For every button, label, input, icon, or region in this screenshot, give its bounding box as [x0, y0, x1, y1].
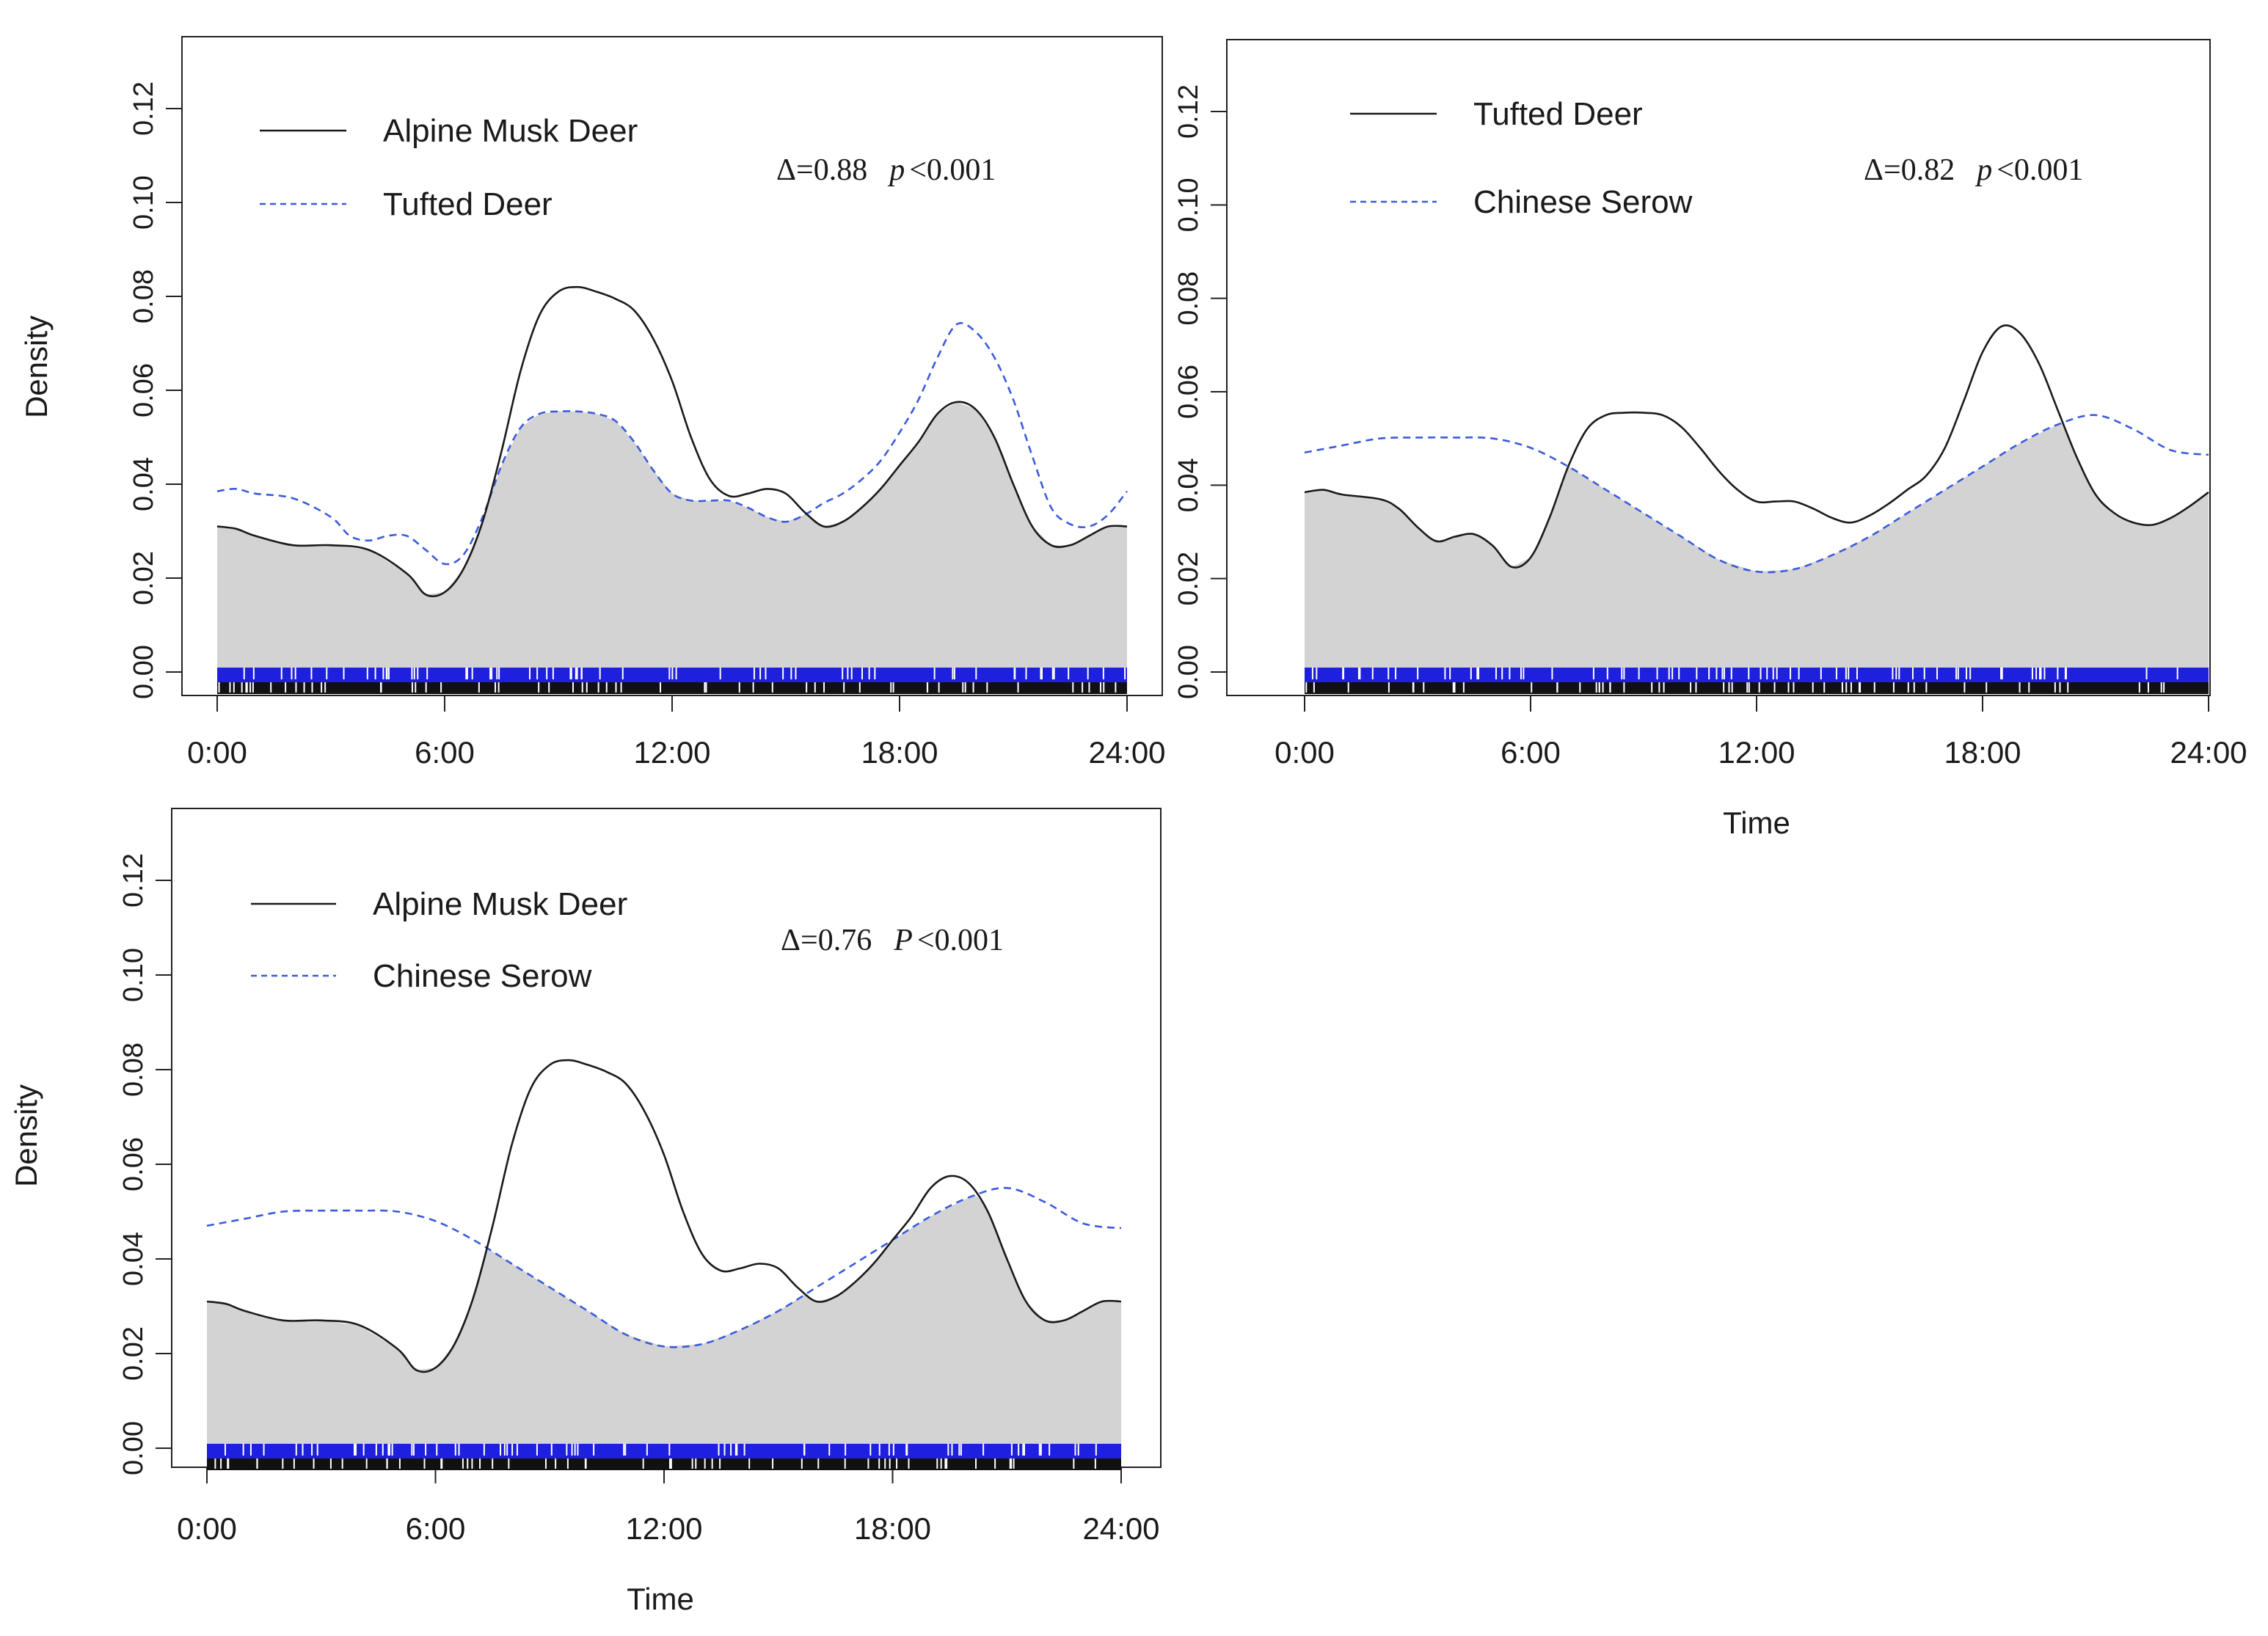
legend: Alpine Musk Deer Tufted Deer — [260, 113, 638, 222]
x-tick-label: 18:00 — [854, 1511, 931, 1546]
x-tick-label: 24:00 — [1088, 735, 1165, 770]
y-tick-label: 0.06 — [128, 363, 159, 417]
y-tick-label: 0.04 — [1173, 458, 1204, 512]
y-tick-label: 0.02 — [1173, 552, 1204, 606]
legend-label: Tufted Deer — [1473, 96, 1643, 132]
series-line-alpine-musk-deer — [216, 285, 1128, 598]
rug-series-2 — [217, 668, 1127, 682]
rug-series-1 — [207, 1458, 1121, 1470]
x-tick-label: 6:00 — [406, 1511, 466, 1546]
chart-panel-bottom-left: 0.00 0.02 0.04 0.06 0.08 0.10 0.12 0:00 6:00 12:0… — [9, 808, 1162, 1616]
legend: Alpine Musk Deer Chinese Serow — [251, 886, 627, 994]
x-tick-label: 24:00 — [1082, 1511, 1159, 1546]
rug-series-2 — [1305, 668, 2209, 682]
x-tick-label: 18:00 — [1944, 735, 2021, 770]
y-tick-label: 0.12 — [128, 81, 159, 136]
series-line-tufted-deer — [216, 322, 1128, 566]
y-tick-label: 0.08 — [118, 1042, 149, 1097]
rug-series-2 — [207, 1444, 1121, 1458]
overlap-area — [217, 402, 1127, 672]
y-tick-label: 0.02 — [128, 551, 159, 605]
x-axis-label: Time — [627, 1582, 694, 1616]
x-tick-label: 12:00 — [625, 1511, 702, 1546]
x-tick-label: 0:00 — [1275, 735, 1335, 770]
overlap-statistic: Δ=0.88 p <0.001 — [776, 153, 996, 187]
y-tick-label: 0.00 — [128, 645, 159, 699]
y-tick-label: 0.02 — [118, 1326, 149, 1381]
y-tick-label: 0.08 — [128, 269, 159, 324]
rug-band — [1305, 682, 2209, 694]
series-line-tufted-deer — [1304, 324, 2209, 569]
rug-band — [207, 1444, 1121, 1458]
chart-panel-top-right: 0.00 0.02 0.04 0.06 0.08 0.10 0.12 0:00 6:00 12:0… — [1173, 39, 2247, 840]
x-tick-label: 18:00 — [861, 735, 938, 770]
y-axis-label: Density — [19, 315, 54, 418]
chart-panel-top-left: 0.00 0.02 0.04 0.06 0.08 0.10 0.12 0:00 6:00 12:0… — [19, 36, 1166, 770]
p-label: P — [893, 924, 913, 957]
rug-band — [217, 682, 1127, 694]
overlap-statistic: Δ=0.76 P <0.001 — [781, 924, 1004, 957]
x-tick-label: 6:00 — [1501, 735, 1561, 770]
series-line-chinese-serow — [1304, 414, 2209, 574]
x-tick-label: 0:00 — [177, 1511, 237, 1546]
delta-value: Δ=0.76 — [781, 924, 872, 957]
y-tick-label: 0.00 — [1173, 645, 1204, 699]
x-tick-label: 12:00 — [633, 735, 710, 770]
y-tick-label: 0.12 — [1173, 84, 1204, 139]
y-tick-label: 0.10 — [1173, 178, 1204, 232]
x-tick-label: 24:00 — [2170, 735, 2247, 770]
rug-band — [207, 1458, 1121, 1470]
overlap-statistic: Δ=0.82 p <0.001 — [1864, 153, 2083, 187]
y-axis-label: Density — [9, 1084, 43, 1187]
rug-series-1 — [1305, 682, 2209, 694]
y-tick-label: 0.12 — [118, 853, 149, 908]
y-tick-label: 0.04 — [128, 457, 159, 511]
y-tick-label: 0.06 — [118, 1137, 149, 1191]
legend-label: Alpine Musk Deer — [373, 886, 627, 922]
overlap-area — [1305, 423, 2209, 672]
x-tick-label: 0:00 — [187, 735, 247, 770]
y-tick-label: 0.06 — [1173, 365, 1204, 419]
x-tick-label: 12:00 — [1718, 735, 1795, 770]
p-value: <0.001 — [909, 153, 996, 187]
p-label: p — [1975, 153, 1992, 187]
delta-value: Δ=0.82 — [1864, 153, 1955, 187]
y-tick-label: 0.08 — [1173, 271, 1204, 326]
rug-series-1 — [217, 682, 1127, 694]
y-tick-label: 0.10 — [128, 175, 159, 230]
legend: Tufted Deer Chinese Serow — [1350, 96, 1693, 220]
y-tick-label: 0.04 — [118, 1232, 149, 1286]
delta-value: Δ=0.88 — [776, 153, 867, 187]
legend-label: Alpine Musk Deer — [383, 113, 638, 149]
y-tick-label: 0.00 — [118, 1421, 149, 1475]
legend-label: Chinese Serow — [373, 958, 592, 994]
p-value: <0.001 — [1997, 153, 2083, 187]
rug-band — [1305, 668, 2209, 682]
x-tick-label: 6:00 — [415, 735, 475, 770]
legend-label: Chinese Serow — [1473, 184, 1693, 220]
x-axis-label: Time — [1723, 806, 1790, 840]
y-tick-label: 0.10 — [118, 948, 149, 1002]
p-label: p — [887, 153, 905, 187]
legend-label: Tufted Deer — [383, 186, 553, 222]
series-line-alpine-musk-deer — [206, 1059, 1122, 1373]
p-value: <0.001 — [917, 924, 1004, 957]
series-line-chinese-serow — [206, 1186, 1122, 1348]
overlap-area — [207, 1195, 1121, 1448]
